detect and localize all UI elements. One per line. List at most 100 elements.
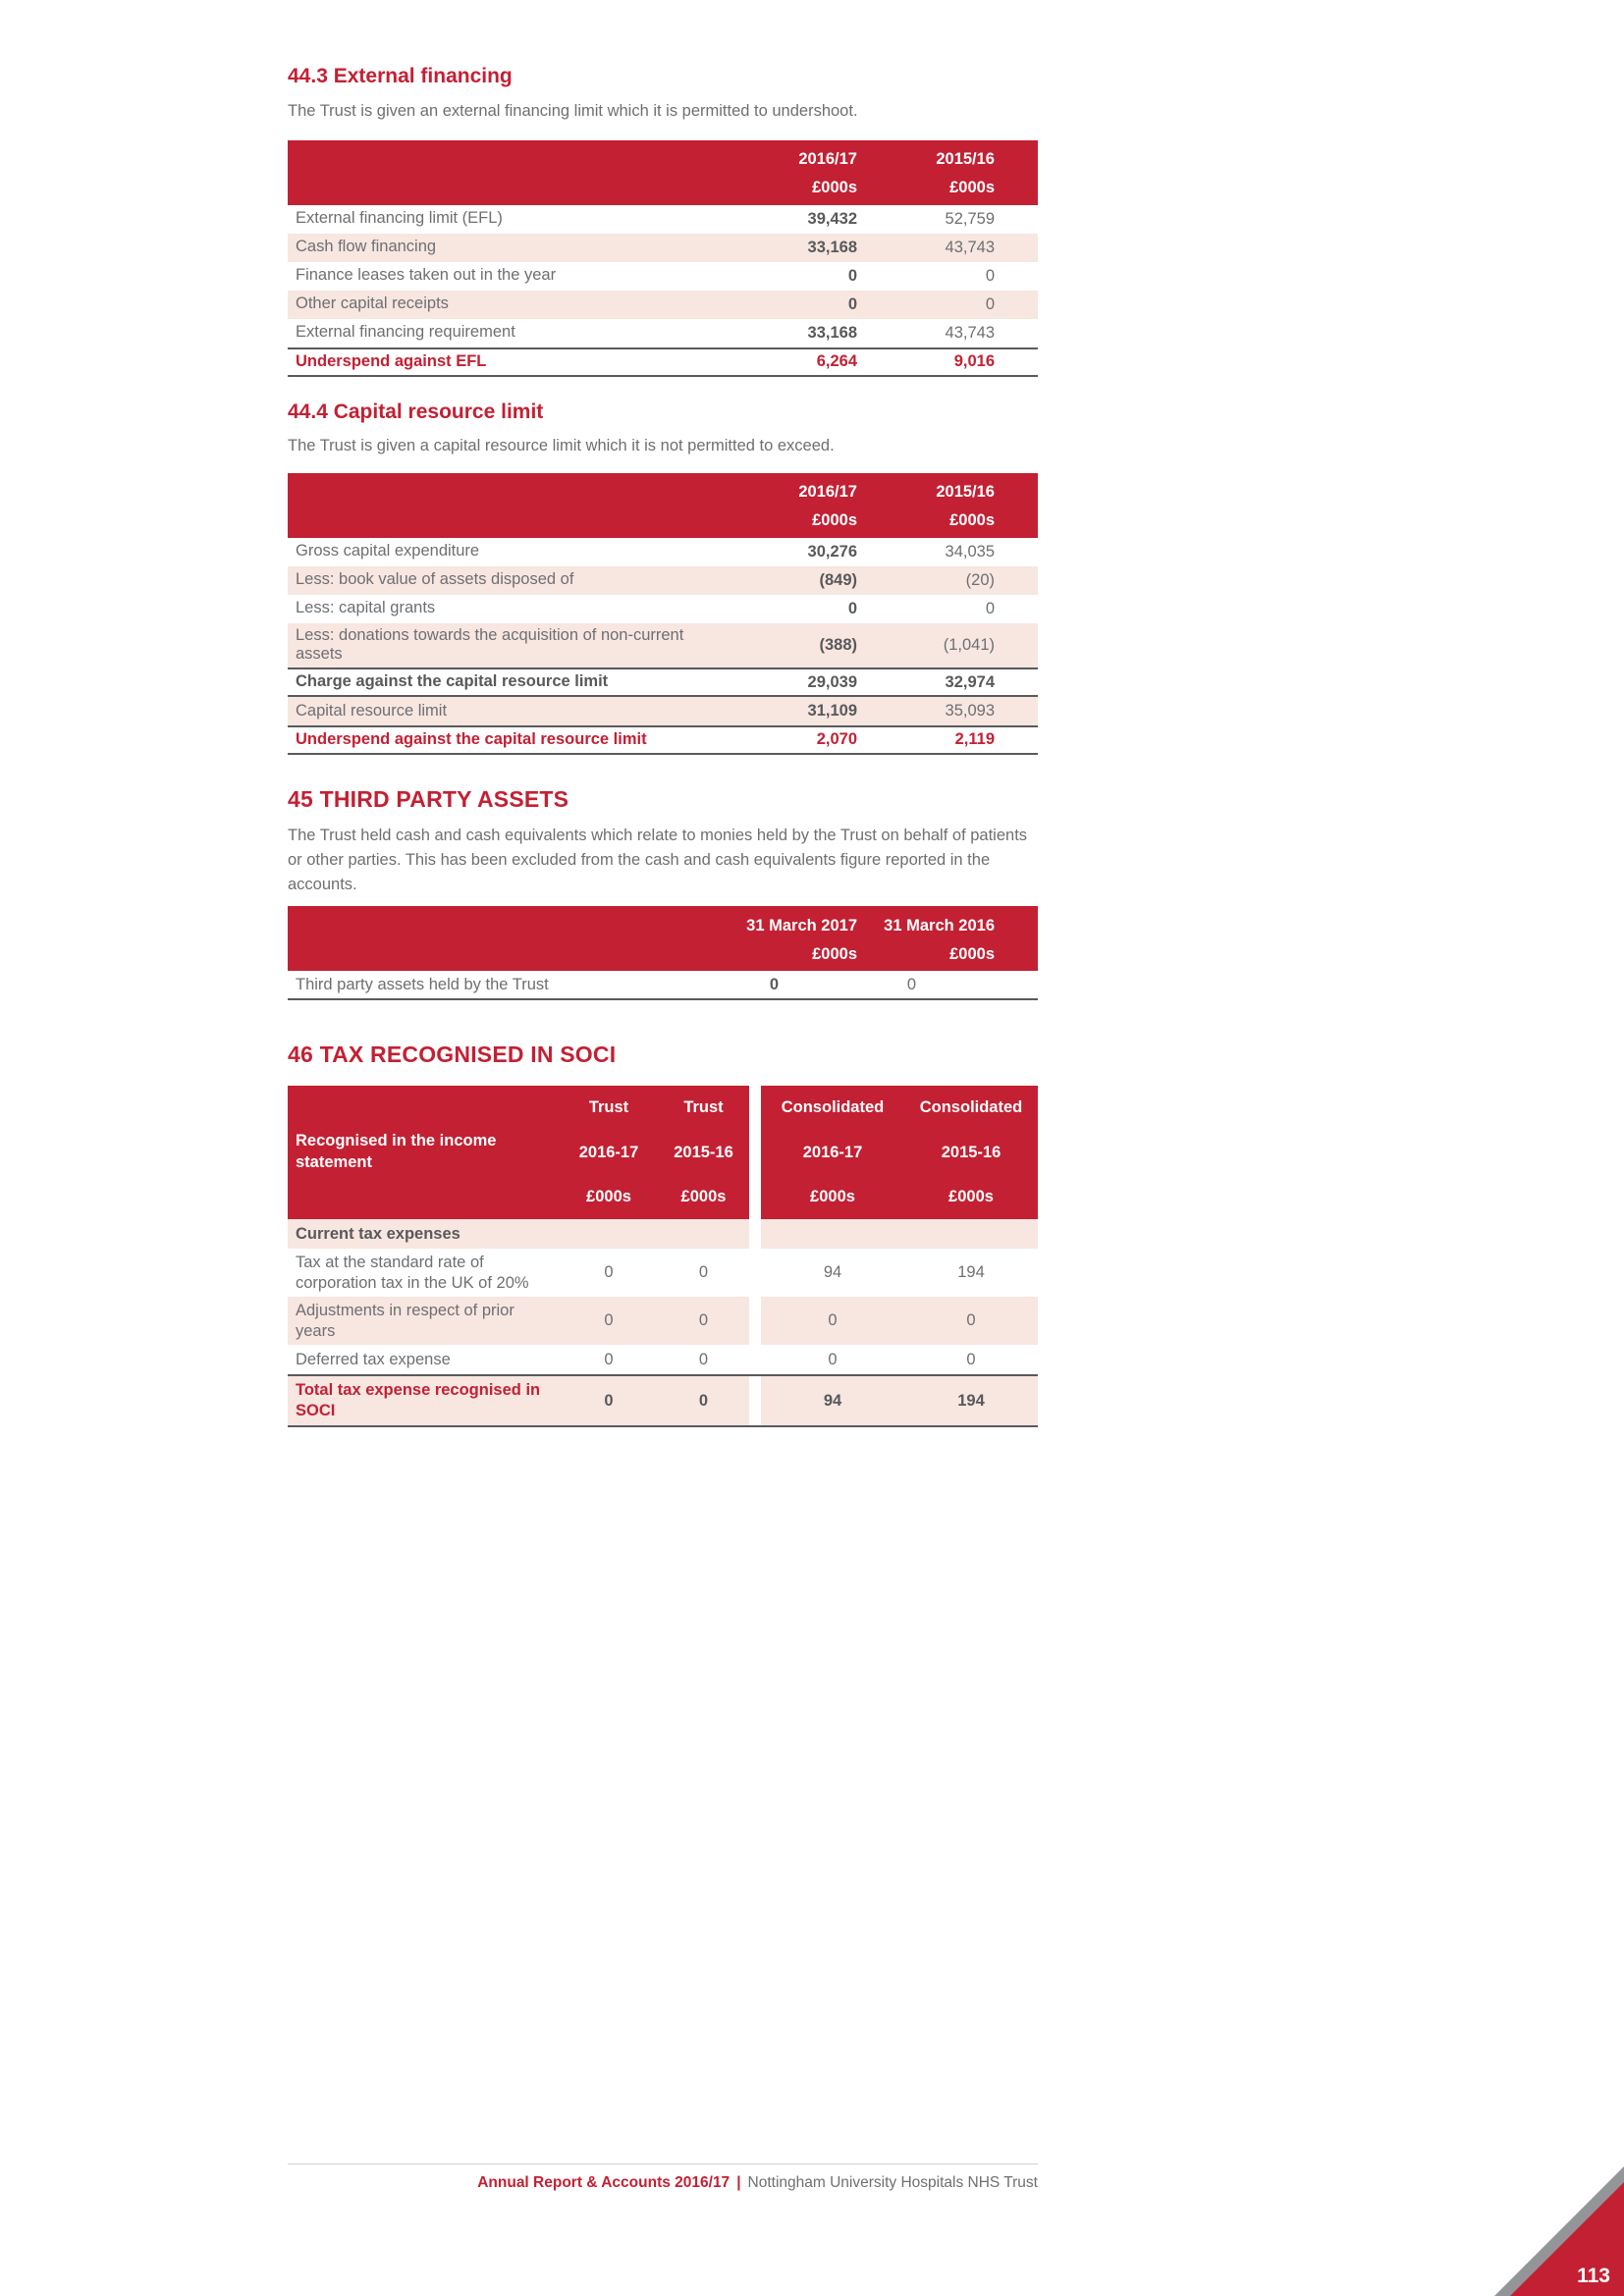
column-gap — [749, 1345, 761, 1375]
row-value-2015-16: 0 — [985, 599, 995, 617]
row-value-2016-17: 39,432 — [807, 209, 857, 228]
column-gap — [749, 1297, 761, 1346]
year-header-2015-16: 2015-16 — [904, 1130, 1038, 1176]
content-column: 44.3 External financing The Trust is giv… — [288, 0, 1038, 1427]
row-value-2015-16: 34,035 — [945, 542, 995, 561]
table-row: Capital resource limit 31,109 35,093 — [288, 696, 1038, 725]
table-subheader-row: Current tax expenses — [288, 1218, 1038, 1249]
section-46-heading: 46 TAX RECOGNISED IN SOCI — [288, 1041, 617, 1068]
unit-header: £000s — [949, 511, 995, 530]
col-header-31-march-2017: 31 March 2017 — [746, 916, 857, 934]
unit-header: £000s — [904, 1175, 1038, 1219]
consolidated-2016-17-value: 0 — [828, 1350, 838, 1368]
table-header-units-row: £000s £000s — [288, 941, 1038, 971]
row-value-2016-17: (849) — [819, 570, 857, 589]
unit-header: £000s — [949, 179, 995, 197]
table-row: Tax at the standard rate of corporation … — [288, 1248, 1038, 1298]
consolidated-2015-16-value: 0 — [904, 1297, 1038, 1346]
page-number: 113 — [1577, 2265, 1610, 2287]
empty-cell — [904, 1218, 1038, 1249]
table-total-row: Underspend against the capital resource … — [288, 724, 1038, 755]
consolidated-2016-17-value: 0 — [761, 1297, 904, 1346]
unit-header: £000s — [812, 511, 857, 530]
table-total-row: Total tax expense recognised in SOCI 0 0… — [288, 1374, 1038, 1427]
table-row: Third party assets held by the Trust 0 0 — [288, 971, 1038, 1001]
row-label: Finance leases taken out in the year — [296, 266, 557, 285]
trust-2016-17-value: 0 — [604, 1263, 614, 1282]
row-value-2015-16: 43,743 — [945, 238, 995, 256]
consolidated-2016-17-value: 94 — [823, 1263, 842, 1282]
row-value-2016-17: 29,039 — [807, 672, 857, 691]
row-label: Less: book value of assets disposed of — [296, 570, 574, 589]
unit-header: £000s — [812, 179, 857, 197]
table-subtotal-row: Charge against the capital resource limi… — [288, 667, 1038, 697]
col-header-2016-17: 2016/17 — [798, 483, 857, 502]
table-header-years-row: 31 March 2017 31 March 2016 — [288, 906, 1038, 941]
row-value-2015-16: 0 — [985, 294, 995, 313]
row-label: Underspend against EFL — [296, 351, 487, 370]
table-row: Adjustments in respect of prior years 0 … — [288, 1297, 1038, 1346]
row-label: Charge against the capital resource limi… — [296, 672, 609, 691]
footer-report-title: Annual Report & Accounts 2016/17 — [477, 2174, 731, 2191]
group-header-trust: Trust — [560, 1085, 658, 1131]
col-header-2016-17: 2016/17 — [798, 150, 857, 169]
section-443-heading: 44.3 External financing — [288, 65, 513, 87]
table-header-units-row: £000s £000s — [288, 508, 1038, 538]
subheader-label: Current tax expenses — [288, 1218, 560, 1249]
section-third-party-assets: 45 THIRD PARTY ASSETS The Trust held cas… — [288, 786, 1038, 1001]
row-value-2016-17: 33,168 — [807, 323, 857, 342]
row-label: External financing limit (EFL) — [296, 209, 503, 228]
table-row: Less: donations towards the acquisition … — [288, 622, 1038, 668]
trust-2016-17-value: 0 — [560, 1297, 658, 1346]
row-value-2016-17: (388) — [819, 635, 857, 654]
row-value-2016-17: 33,168 — [807, 238, 857, 256]
row-label: Less: capital grants — [296, 599, 436, 617]
row-value-2016-17: 2,070 — [816, 730, 857, 749]
column-gap — [749, 1376, 761, 1425]
table-header: 2016/17 2015/16 £000s £000s — [288, 472, 1038, 538]
trust-2016-17-value: 0 — [604, 1350, 614, 1368]
row-value-2016-17: 30,276 — [807, 542, 857, 561]
table-header: 2016/17 2015/16 £000s £000s — [288, 139, 1038, 205]
row-value-2015-16: (20) — [965, 570, 995, 589]
row-value-2015-16: 52,759 — [945, 209, 995, 228]
consolidated-2016-17-value: 94 — [761, 1376, 904, 1425]
table-header: 31 March 2017 31 March 2016 £000s £000s — [288, 906, 1038, 972]
table-row: External financing requirement 33,168 43… — [288, 319, 1038, 347]
row-label: Underspend against the capital resource … — [296, 729, 647, 748]
footer-org-name: Nottingham University Hospitals NHS Trus… — [747, 2174, 1038, 2191]
table-total-row: Underspend against EFL 6,264 9,016 — [288, 347, 1038, 377]
year-header-2016-17: 2016-17 — [761, 1130, 904, 1176]
capital-resource-table: 2016/17 2015/16 £000s £000s Gross capita… — [288, 472, 1038, 755]
group-header-consolidated: Consolidated — [761, 1085, 904, 1131]
unit-header: £000s — [761, 1175, 904, 1219]
row-label: External financing requirement — [296, 323, 515, 342]
year-header-2016-17: 2016-17 — [560, 1130, 658, 1176]
year-header-2015-16: 2015-16 — [658, 1130, 749, 1176]
column-gap — [749, 1218, 761, 1249]
table-header-years-row: 2016/17 2015/16 — [288, 473, 1038, 508]
consolidated-2015-16-value: 194 — [957, 1263, 985, 1282]
row-label: Cash flow financing — [296, 238, 437, 256]
col-header-31-march-2016: 31 March 2016 — [884, 916, 995, 934]
trust-2015-16-value: 0 — [658, 1297, 749, 1346]
group-header-consolidated: Consolidated — [904, 1085, 1038, 1131]
empty-cell — [658, 1218, 749, 1249]
trust-2015-16-value: 0 — [698, 1263, 709, 1282]
trust-2015-16-value: 0 — [698, 1350, 709, 1368]
row-label: Deferred tax expense — [296, 1351, 451, 1369]
footer-separator: | — [736, 2174, 741, 2191]
table-row: Cash flow financing 33,168 43,743 — [288, 233, 1038, 262]
row-value-2016: 0 — [906, 975, 916, 993]
table-header: Recognised in the income statement Trust… — [288, 1085, 1038, 1219]
row-value-2016-17: 0 — [847, 599, 857, 617]
row-value-2015-16: 43,743 — [945, 323, 995, 342]
footer-text: Annual Report & Accounts 2016/17 | Notting… — [288, 2174, 1038, 2192]
trust-2015-16-value: 0 — [658, 1376, 749, 1425]
column-gap — [749, 1248, 761, 1298]
row-value-2015-16: 2,119 — [954, 730, 995, 749]
consolidated-2015-16-value: 0 — [966, 1350, 976, 1368]
section-tax-recognised-in-soci: 46 TAX RECOGNISED IN SOCI Recognised in … — [288, 1041, 1038, 1427]
unit-header: £000s — [812, 944, 857, 963]
group-header-trust: Trust — [658, 1085, 749, 1131]
